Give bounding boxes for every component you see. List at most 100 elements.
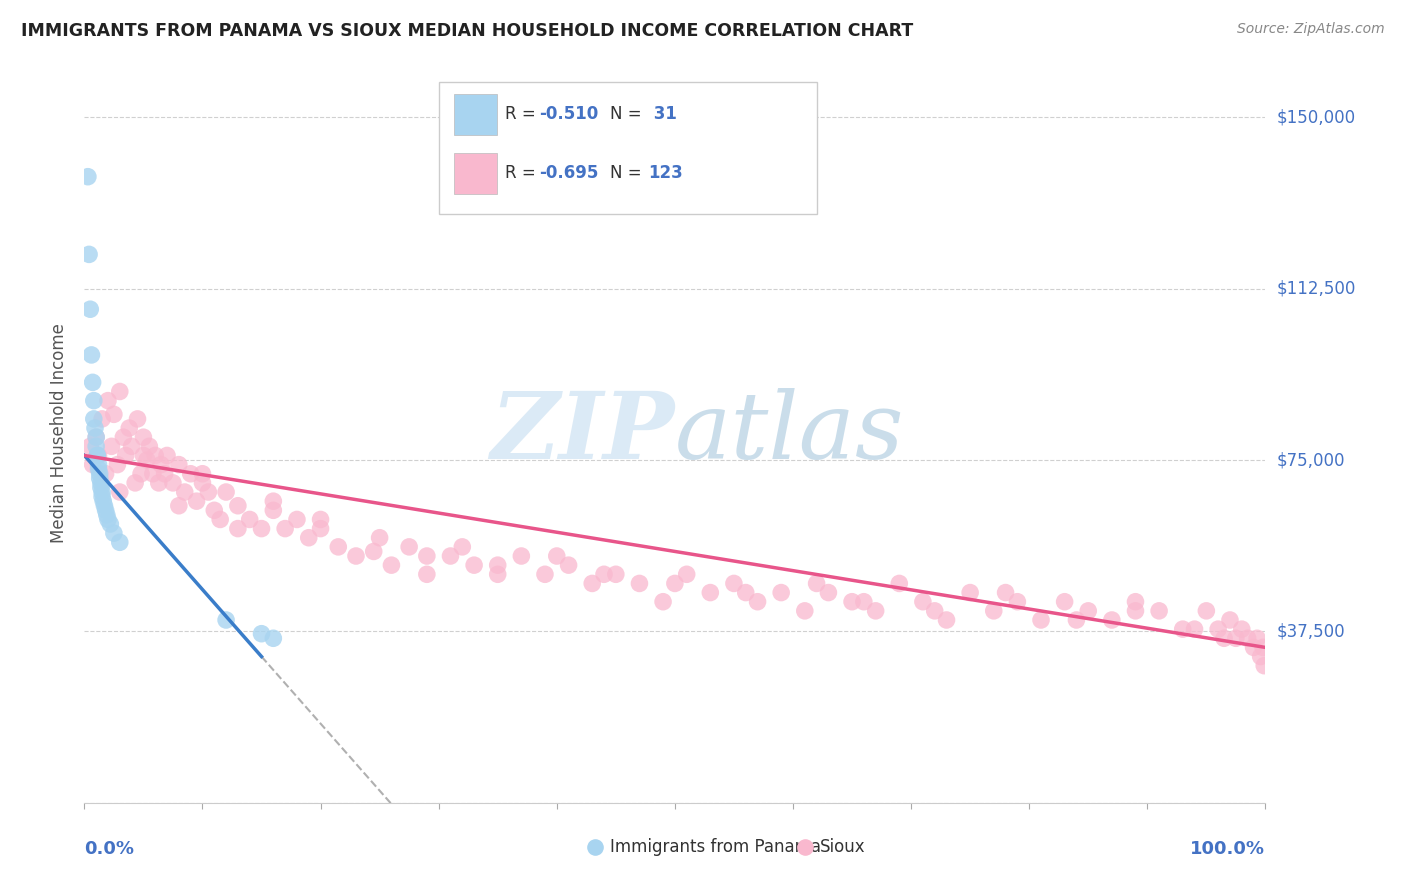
Point <box>112 430 135 444</box>
Point <box>262 494 284 508</box>
Point <box>309 522 332 536</box>
Point <box>793 796 815 810</box>
Point <box>118 421 141 435</box>
Point <box>156 449 179 463</box>
Point <box>652 595 675 609</box>
Point <box>510 549 533 563</box>
Point <box>86 449 108 463</box>
Point <box>1213 632 1236 646</box>
Point <box>699 585 721 599</box>
Point <box>380 558 402 573</box>
Point <box>150 458 173 472</box>
Point <box>93 499 115 513</box>
Point <box>1251 640 1274 655</box>
Point <box>82 376 104 390</box>
Text: $75,000: $75,000 <box>1277 451 1346 469</box>
Text: Source: ZipAtlas.com: Source: ZipAtlas.com <box>1237 22 1385 37</box>
Point <box>97 512 120 526</box>
Point <box>557 558 579 573</box>
Point <box>202 503 225 517</box>
Point <box>173 485 195 500</box>
Point <box>239 512 262 526</box>
Text: N =: N = <box>610 164 647 183</box>
Point <box>142 467 165 481</box>
Point <box>451 540 474 554</box>
Text: 0.0%: 0.0% <box>84 840 135 858</box>
FancyBboxPatch shape <box>454 153 496 194</box>
Point <box>226 522 249 536</box>
Point <box>103 408 125 422</box>
Point <box>108 384 131 399</box>
Point <box>84 421 107 435</box>
Point <box>911 595 934 609</box>
Point <box>344 549 367 563</box>
Point <box>793 604 815 618</box>
Point <box>87 449 110 463</box>
Point <box>91 494 114 508</box>
Point <box>87 458 110 472</box>
Point <box>84 439 107 453</box>
Point <box>1219 613 1241 627</box>
Point <box>132 449 155 463</box>
Point <box>368 531 391 545</box>
Point <box>1125 604 1147 618</box>
Point <box>262 503 284 517</box>
Point <box>983 604 1005 618</box>
Point <box>97 393 120 408</box>
Point <box>209 512 232 526</box>
Point <box>628 576 651 591</box>
Point <box>1246 632 1268 646</box>
Point <box>889 576 911 591</box>
FancyBboxPatch shape <box>439 82 817 214</box>
Point <box>1125 595 1147 609</box>
Point <box>215 613 238 627</box>
Text: R =: R = <box>505 105 541 123</box>
Point <box>191 475 214 490</box>
Point <box>363 544 385 558</box>
Point <box>136 453 159 467</box>
Point <box>1250 649 1272 664</box>
Point <box>852 595 875 609</box>
Point <box>107 458 129 472</box>
Point <box>80 348 103 362</box>
Point <box>1225 632 1247 646</box>
Text: R =: R = <box>505 164 541 183</box>
Point <box>723 576 745 591</box>
Text: 123: 123 <box>648 164 682 183</box>
Point <box>91 412 114 426</box>
Point <box>89 471 111 485</box>
Point <box>841 595 863 609</box>
Point <box>262 632 284 646</box>
Point <box>83 412 105 426</box>
Point <box>1147 604 1170 618</box>
Point <box>138 439 160 453</box>
Point <box>108 485 131 500</box>
Point <box>1230 622 1253 636</box>
Point <box>924 604 946 618</box>
Point <box>167 499 190 513</box>
Point <box>274 522 297 536</box>
Point <box>1171 622 1194 636</box>
Point <box>583 796 606 810</box>
Text: $112,500: $112,500 <box>1277 280 1355 298</box>
Point <box>398 540 420 554</box>
Point <box>1243 640 1265 655</box>
Point <box>664 576 686 591</box>
Point <box>328 540 350 554</box>
Point <box>1077 604 1099 618</box>
Point <box>298 531 321 545</box>
Point <box>197 485 219 500</box>
Point <box>91 485 114 500</box>
Point <box>1053 595 1076 609</box>
Point <box>935 613 957 627</box>
Point <box>114 449 136 463</box>
Point <box>90 475 112 490</box>
Point <box>734 585 756 599</box>
Point <box>108 535 131 549</box>
Point <box>96 508 118 522</box>
Point <box>1029 613 1052 627</box>
Point <box>486 558 509 573</box>
Point <box>605 567 627 582</box>
Point <box>87 462 110 476</box>
Point <box>83 393 105 408</box>
